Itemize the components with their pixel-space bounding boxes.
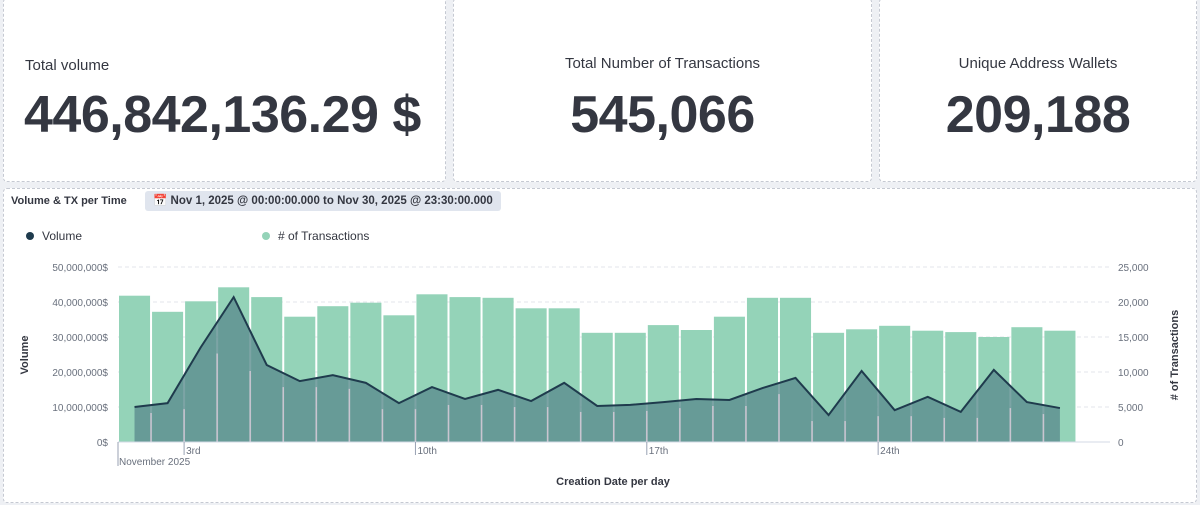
metric-label: Total volume	[25, 57, 110, 74]
y-left-tick-label: 50,000,000$	[52, 263, 108, 274]
volume-line	[134, 295, 1061, 417]
unique-wallets-panel: Unique Address Wallets 209,188	[879, 0, 1197, 182]
legend-transactions-label: # of Transactions	[278, 229, 369, 243]
x-tick-label: 3rd	[186, 446, 200, 457]
y-right-tick-label: 10,000	[1118, 368, 1149, 379]
y-right-tick-label: 20,000	[1118, 298, 1149, 309]
y-left-axis-title: Volume	[19, 336, 31, 375]
panel-title: Volume & TX per Time	[11, 195, 127, 207]
y-right-tick-label: 5,000	[1118, 403, 1143, 414]
total-transactions-panel: Total Number of Transactions 545,066	[453, 0, 872, 182]
time-range-text: Nov 1, 2025 @ 00:00:00.000 to Nov 30, 20…	[170, 195, 493, 207]
y-left-tick-label: 10,000,000$	[52, 403, 108, 414]
x-month-label: November 2025	[119, 457, 191, 468]
total-volume-panel: Total volume 446,842,136.29 $	[3, 0, 446, 182]
metric-value: 545,066	[570, 86, 755, 144]
legend-transactions-dot	[262, 232, 270, 240]
y-right-axis-title: # of Transactions	[1169, 310, 1181, 400]
volume-area	[134, 297, 1060, 442]
metric-value: 209,188	[945, 86, 1131, 144]
y-left-tick-label: 20,000,000$	[52, 368, 108, 379]
calendar-icon: 📅	[153, 195, 168, 207]
x-tick-label: 24th	[880, 446, 899, 457]
x-axis-title: Creation Date per day	[556, 476, 671, 488]
legend-volume-dot	[26, 232, 34, 240]
y-left-tick-label: 30,000,000$	[52, 333, 108, 344]
y-right-tick-label: 15,000	[1118, 333, 1149, 344]
metric-label: Unique Address Wallets	[958, 55, 1118, 72]
metric-label: Total Number of Transactions	[564, 55, 761, 72]
x-tick-label: 10th	[417, 446, 436, 457]
legend-volume-label: Volume	[42, 229, 82, 243]
x-tick-label: 17th	[649, 446, 668, 457]
metric-value: 446,842,136.29 $	[24, 86, 421, 144]
y-left-tick-label: 0$	[97, 438, 109, 449]
time-range-badge[interactable]: 📅 Nov 1, 2025 @ 00:00:00.000 to Nov 30, …	[145, 191, 501, 211]
y-right-tick-label: 25,000	[1118, 263, 1149, 274]
y-left-tick-label: 40,000,000$	[52, 298, 108, 309]
y-right-tick-label: 0	[1118, 438, 1124, 449]
